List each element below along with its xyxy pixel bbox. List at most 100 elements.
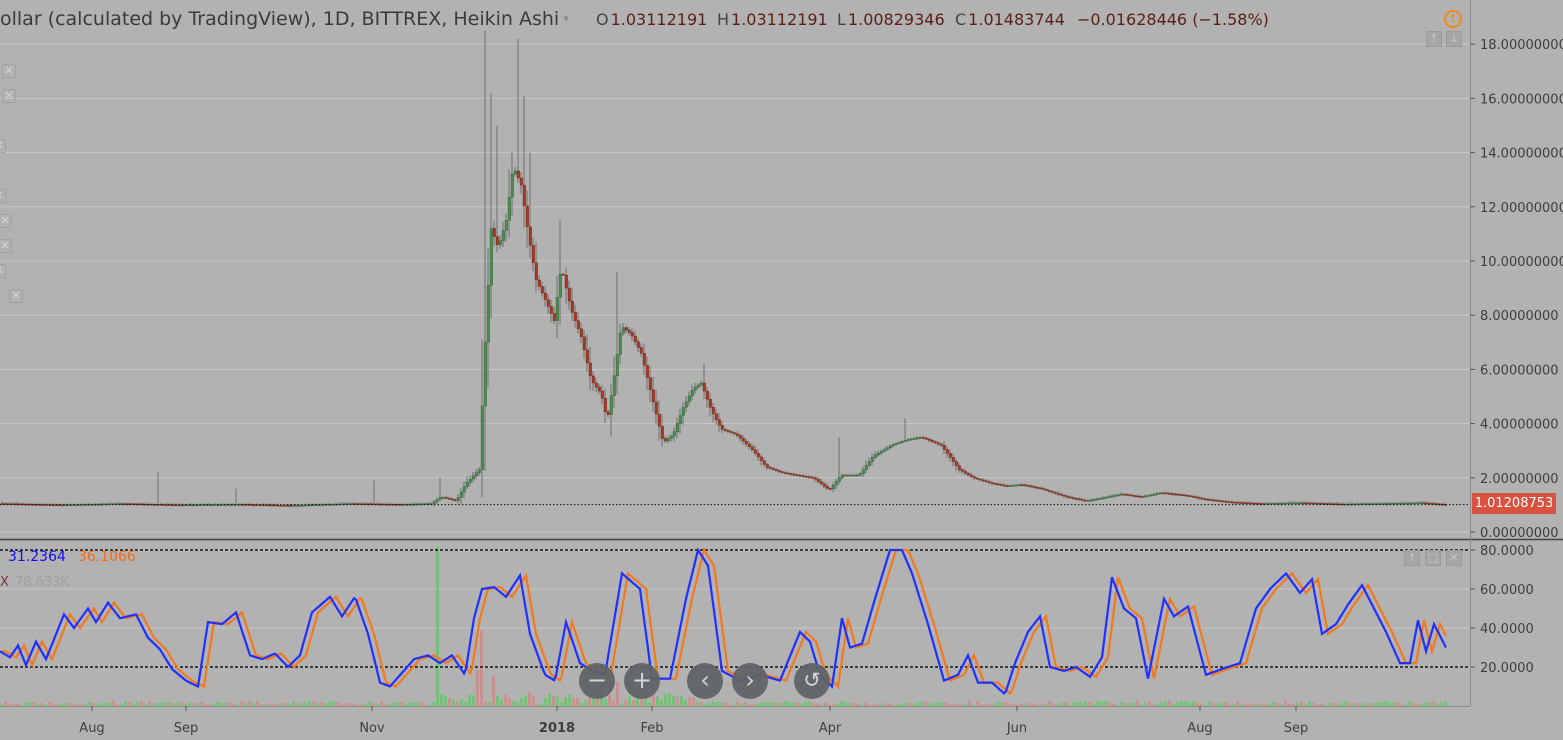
candle-up xyxy=(192,504,196,506)
candle-down xyxy=(1023,484,1027,486)
reset-button[interactable]: ↺ xyxy=(794,663,830,699)
candle-down xyxy=(747,443,751,448)
chevron-down-icon[interactable]: ▾ xyxy=(563,12,569,25)
volume-bar xyxy=(48,701,51,706)
volume-bar xyxy=(4,701,7,706)
volume-bar xyxy=(572,697,575,706)
candle-up xyxy=(834,481,838,486)
close-icon[interactable]: ✕ xyxy=(0,239,12,253)
candle-down xyxy=(1224,501,1228,503)
pane-maximize-icon[interactable]: □ xyxy=(1425,550,1441,566)
candle-down xyxy=(1167,493,1171,495)
volume-bar xyxy=(452,700,455,706)
volume-bar xyxy=(128,701,131,706)
candle-down xyxy=(1260,503,1264,505)
candle-down xyxy=(630,332,634,337)
volume-bar xyxy=(444,695,447,706)
volume-bar xyxy=(136,701,139,706)
candle-down xyxy=(987,481,991,483)
volume-bar xyxy=(1188,702,1191,706)
volume-bar xyxy=(132,704,135,706)
volume-bar xyxy=(1324,704,1327,706)
candle-down xyxy=(1020,484,1024,486)
volume-legend-value: 78.633K xyxy=(14,575,69,590)
volume-bar xyxy=(508,697,511,706)
volume-bar xyxy=(820,704,823,706)
volume-bar xyxy=(120,704,123,706)
scroll-left-button[interactable]: ‹ xyxy=(687,663,723,699)
warning-circle-icon[interactable]: ! xyxy=(1444,10,1462,28)
volume-bar xyxy=(1172,703,1175,706)
candle-up xyxy=(486,285,490,343)
volume-bar xyxy=(1328,702,1331,706)
symbol-title[interactable]: ollar (calculated by TradingView), 1D, B… xyxy=(0,8,560,30)
volume-bar xyxy=(388,704,391,706)
candle-up xyxy=(1416,502,1420,504)
volume-bar xyxy=(160,702,163,706)
candle-up xyxy=(693,386,697,391)
scroll-right-button[interactable]: › xyxy=(732,663,768,699)
close-icon[interactable]: ✕ xyxy=(0,139,6,153)
close-icon[interactable]: ✕ xyxy=(0,189,6,203)
ohlc-close-value: 1.01483744 xyxy=(968,10,1065,29)
volume-bar xyxy=(248,701,251,706)
candle-up xyxy=(465,481,469,487)
chevron-left-icon: ‹ xyxy=(700,666,710,694)
candle-down xyxy=(972,476,976,479)
candle-down xyxy=(1425,502,1429,505)
volume-bar xyxy=(992,704,995,706)
pane-close-icon[interactable]: ✕ xyxy=(1446,550,1462,566)
candle-up xyxy=(699,382,703,386)
arrow-down-icon[interactable]: ↓ xyxy=(1446,31,1462,47)
zoom-out-button[interactable]: − xyxy=(579,663,615,699)
candle-down xyxy=(807,476,811,478)
volume-bar xyxy=(256,701,259,706)
candle-down xyxy=(1320,503,1324,505)
volume-bar xyxy=(692,697,695,706)
candle-up xyxy=(1296,502,1300,504)
pane-arrow-up-icon[interactable]: ↑ xyxy=(1404,550,1420,566)
volume-bar xyxy=(944,702,947,706)
candle-up xyxy=(879,451,883,454)
candle-down xyxy=(750,446,754,450)
candle-down xyxy=(1077,498,1081,501)
close-icon[interactable]: ✕ xyxy=(2,89,16,103)
volume-bar xyxy=(260,703,263,706)
candle-down xyxy=(1164,492,1168,495)
candle-up xyxy=(669,435,673,439)
arrow-up-icon[interactable]: ↑ xyxy=(1426,31,1442,47)
volume-bar xyxy=(1244,702,1247,706)
candle-down xyxy=(591,375,595,384)
close-icon[interactable]: ✕ xyxy=(9,289,23,303)
candle-down xyxy=(789,473,793,475)
volume-bar xyxy=(1384,701,1387,706)
volume-bar xyxy=(620,703,623,706)
candle-up xyxy=(498,240,502,245)
close-icon[interactable]: ✕ xyxy=(0,264,6,278)
zoom-in-button[interactable]: + xyxy=(624,663,660,699)
volume-bar xyxy=(1164,701,1167,706)
candle-up xyxy=(183,504,187,507)
time-tick-label: Aug xyxy=(79,721,104,736)
candle-up xyxy=(861,469,865,474)
volume-bar xyxy=(40,702,43,706)
volume-bar xyxy=(152,703,155,706)
volume-bar xyxy=(264,703,267,706)
close-icon[interactable]: ✕ xyxy=(0,214,12,228)
candle-down xyxy=(171,504,175,506)
candle-down xyxy=(744,440,748,445)
volume-bar xyxy=(56,704,59,706)
close-icon[interactable]: ✕ xyxy=(2,64,16,78)
volume-bar xyxy=(732,704,735,706)
candle-up xyxy=(1011,485,1015,487)
volume-bar xyxy=(88,701,91,706)
candle-down xyxy=(1236,502,1240,504)
candle-down xyxy=(1257,503,1261,505)
volume-bar xyxy=(328,701,331,706)
candle-up xyxy=(684,401,688,408)
candle-up xyxy=(1113,495,1117,497)
volume-bar xyxy=(920,701,923,706)
volume-bar xyxy=(288,703,291,706)
